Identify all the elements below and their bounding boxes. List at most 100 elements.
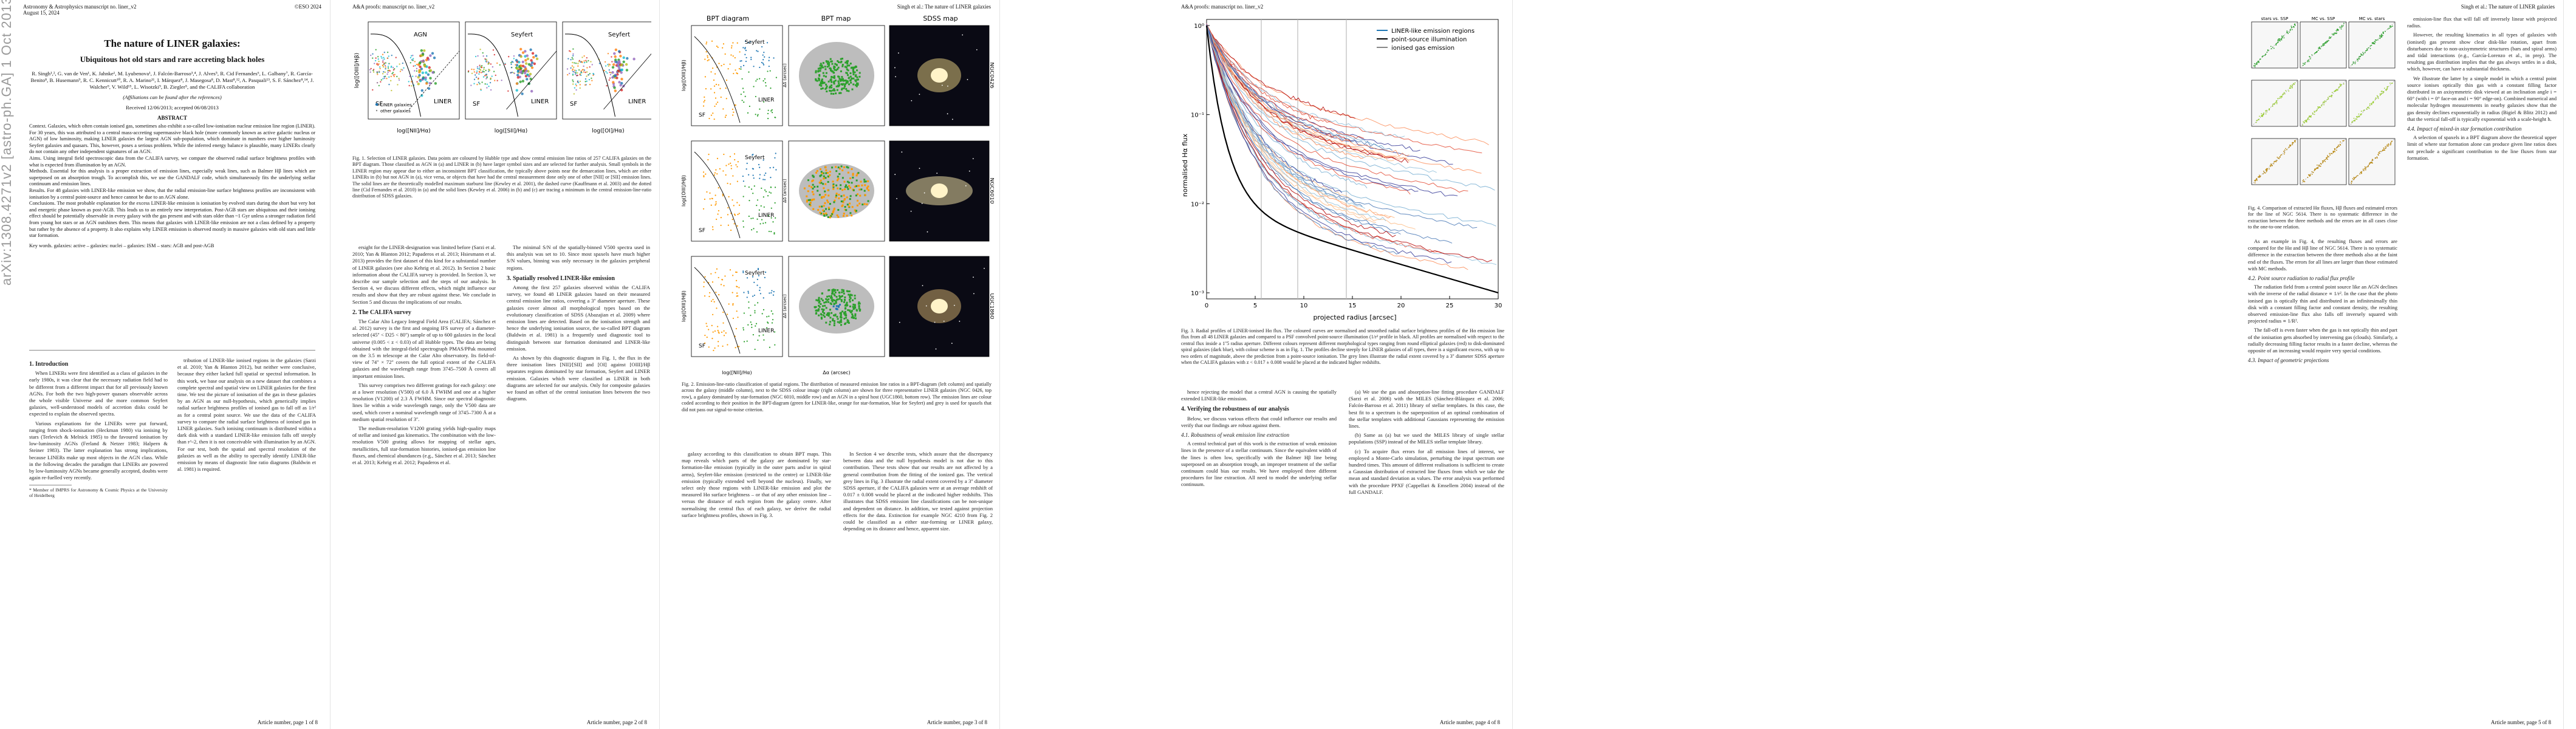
bpt-point	[716, 173, 718, 175]
map-spaxel	[820, 63, 822, 65]
scatter-point	[2308, 61, 2310, 63]
map-spaxel	[815, 171, 818, 174]
profile-curve	[1206, 23, 1492, 262]
bpt-point	[747, 112, 749, 114]
data-point	[516, 67, 519, 70]
data-point	[620, 63, 623, 67]
scatter-point	[2325, 101, 2327, 102]
data-point	[583, 61, 586, 64]
bpt-point	[756, 284, 758, 286]
map-spaxel	[841, 78, 844, 80]
map-spaxel	[818, 314, 820, 317]
copyright: ©ESO 2024	[294, 4, 321, 10]
map-spaxel	[844, 208, 846, 211]
bpt-point	[765, 191, 767, 193]
bpt-point	[765, 173, 767, 174]
scatter-point	[2258, 61, 2259, 62]
bpt-point	[735, 347, 736, 349]
map-spaxel	[846, 204, 849, 206]
data-point	[605, 65, 607, 67]
bpt-point	[742, 220, 744, 222]
bpt-point	[708, 117, 710, 120]
figure-3-caption: Fig. 3. Radial profiles of LINER-ionised…	[1181, 328, 1504, 366]
data-point	[609, 77, 611, 79]
legend-entry: LINER galaxies	[380, 103, 412, 108]
bpt-point	[732, 304, 734, 306]
bpt-point	[721, 65, 722, 67]
scatter-point	[2326, 99, 2328, 100]
map-spaxel	[837, 209, 840, 211]
map-spaxel	[806, 195, 808, 197]
data-point	[411, 85, 413, 87]
data-point	[573, 93, 575, 95]
scatter-point	[2340, 85, 2341, 87]
map-spaxel	[826, 66, 829, 68]
data-point	[613, 52, 616, 55]
bpt-panel-frame	[691, 140, 783, 242]
bpt-point	[719, 87, 721, 89]
data-point	[383, 71, 385, 73]
map-spaxel	[866, 187, 869, 190]
bpt-point	[756, 199, 759, 201]
footnote: * Member of IMPRS for Astronomy & Cosmic…	[29, 487, 168, 499]
scatter-point	[2343, 83, 2345, 85]
map-spaxel	[810, 186, 813, 188]
bpt-point	[723, 335, 725, 337]
scatter-point	[2302, 64, 2304, 66]
page-5: Singh et al.: The nature of LINER galaxi…	[2242, 0, 2564, 729]
bpt-point	[704, 295, 706, 297]
bpt-point	[722, 322, 724, 324]
map-spaxel	[848, 293, 850, 296]
scatter-point	[2381, 33, 2382, 35]
bpt-point	[734, 56, 736, 59]
bpt-point	[733, 72, 735, 75]
data-point	[476, 72, 478, 74]
scatter-point	[2326, 40, 2328, 42]
data-point	[433, 56, 436, 60]
map-spaxel	[846, 68, 848, 70]
running-header: A&A proofs: manuscript no. liner_v2	[1181, 4, 1264, 10]
bpt-point	[725, 165, 727, 166]
scatter-point	[2254, 63, 2255, 64]
map-spaxel	[847, 69, 849, 72]
scatter-point	[2280, 97, 2282, 99]
scatter-point	[2363, 110, 2365, 112]
scatter-point	[2303, 63, 2305, 65]
scatter-point	[2334, 32, 2335, 34]
bpt-point	[742, 64, 745, 66]
bpt-point	[718, 332, 720, 334]
bpt-point	[742, 196, 744, 197]
map-spaxel	[816, 169, 818, 172]
page-footer: Article number, page 1 of 8	[257, 719, 318, 725]
scatter-point	[2309, 174, 2311, 176]
bpt-point	[731, 45, 733, 47]
scatter-point	[2284, 149, 2286, 151]
bpt-point	[721, 331, 723, 334]
scatter-point	[2292, 144, 2293, 146]
map-spaxel	[833, 320, 835, 322]
bpt-point	[734, 159, 736, 161]
map-spaxel	[827, 301, 829, 303]
map-y-label: Δδ (arcsec)	[783, 63, 787, 87]
bpt-point	[748, 200, 750, 202]
scatter-point	[2331, 153, 2333, 154]
map-spaxel	[823, 314, 825, 317]
scatter-point	[2255, 64, 2256, 66]
region-label-sf: SF	[375, 101, 383, 108]
bpt-point	[741, 78, 743, 80]
bpt-point	[709, 292, 711, 294]
scatter-point	[2331, 96, 2332, 98]
bpt-point	[774, 117, 776, 118]
map-spaxel	[827, 216, 829, 218]
galaxy-core	[931, 299, 948, 313]
map-spaxel	[811, 180, 814, 182]
map-spaxel	[839, 168, 841, 170]
map-spaxel	[854, 71, 856, 74]
scatter-point	[2318, 47, 2320, 49]
map-spaxel	[840, 200, 843, 202]
map-spaxel	[841, 58, 843, 60]
data-point	[420, 49, 423, 52]
arxiv-stamp: arXiv:1308.4271v2 [astro-ph.GA] 1 Oct 20…	[0, 0, 14, 286]
data-point	[378, 71, 380, 74]
map-spaxel	[851, 206, 854, 208]
